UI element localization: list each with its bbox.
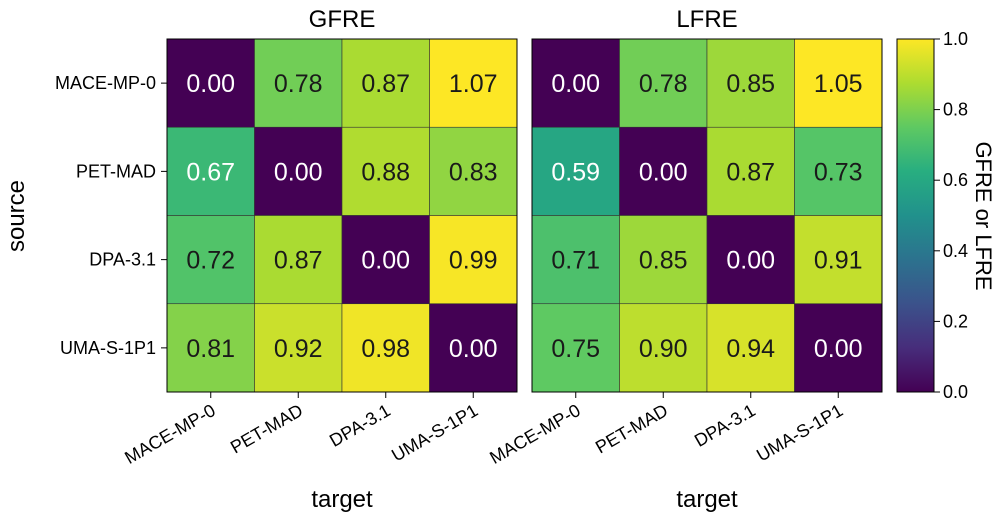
heatmap-cell (619, 38, 708, 128)
cell-value-label: 0.00 (361, 247, 410, 275)
cell-value-label: 0.72 (186, 247, 235, 275)
heatmap-cell (794, 38, 883, 128)
heatmap-cell (794, 126, 883, 216)
cell-value-label: 0.85 (726, 70, 775, 98)
colorbar-gradient (896, 38, 935, 393)
cell-value-label: 0.92 (274, 335, 323, 363)
cell-value-label: 0.99 (449, 247, 498, 275)
heatmap-cell (619, 215, 708, 305)
cell-value-label: 0.87 (274, 247, 323, 275)
heatmap-cell (619, 126, 708, 216)
heatmap-cell (794, 215, 883, 305)
heatmap-cell (166, 303, 255, 393)
cell-value-label: 0.00 (551, 70, 600, 98)
heatmap-cell (429, 303, 518, 393)
gfre-heatmap-panel: GFRE 0.00 0.78 0.87 1.07 0.67 0.00 0.88 0.83 0.72… (55, 6, 518, 513)
heatmap-cell (254, 215, 343, 305)
lfre-heatmap-panel: LFRE 0.00 0.78 0.85 1.05 0.59 0.00 0.87 0.73 0.71… (486, 6, 883, 513)
cell-value-label: 0.90 (639, 335, 688, 363)
cell-value-label: 0.98 (361, 335, 410, 363)
heatmap-cell (531, 126, 620, 216)
cell-value-label: 1.07 (449, 70, 498, 98)
x-axis-label: target (311, 486, 373, 513)
x-tick-label: DPA-3.1 (691, 400, 759, 451)
y-tick-label: DPA-3.1 (89, 250, 156, 270)
cell-value-label: 0.78 (274, 70, 323, 98)
panel-frame (166, 38, 518, 393)
cell-value-label: 0.00 (726, 247, 775, 275)
x-tick-label: UMA-S-1P1 (388, 400, 481, 465)
heatmap-cell (706, 126, 795, 216)
cell-value-label: 0.59 (551, 158, 600, 186)
cell-value-label: 0.83 (449, 158, 498, 186)
panel-title: GFRE (309, 6, 376, 33)
heatmap-cell (166, 126, 255, 216)
cell-value-label: 0.85 (639, 247, 688, 275)
cell-value-label: 0.78 (639, 70, 688, 98)
heatmap-cell (341, 303, 430, 393)
y-tick-label: UMA-S-1P1 (60, 338, 156, 358)
panel-frame (531, 38, 883, 393)
colorbar-label: GFRE or LFRE (971, 141, 996, 290)
heatmap-cell (531, 38, 620, 128)
colorbar-tick-label: 0.4 (943, 241, 968, 261)
cell-value-label: 0.71 (551, 247, 600, 275)
x-tick-label: DPA-3.1 (326, 400, 394, 451)
heatmap-cell (254, 303, 343, 393)
cell-value-label: 1.05 (814, 70, 863, 98)
colorbar-tick-label: 1.0 (943, 29, 968, 49)
heatmap-cell (706, 38, 795, 128)
heatmap-cell (341, 126, 430, 216)
cell-value-label: 0.88 (361, 158, 410, 186)
heatmap-cell (429, 126, 518, 216)
heatmap-cell (706, 215, 795, 305)
cell-value-label: 0.73 (814, 158, 863, 186)
cell-value-label: 0.94 (726, 335, 775, 363)
heatmap-cell (166, 38, 255, 128)
x-axis-label: target (676, 486, 738, 513)
heatmap-cell (531, 215, 620, 305)
colorbar-tick-label: 0.8 (943, 100, 968, 120)
x-tick-label: PET-MAD (227, 400, 306, 457)
panel-title: LFRE (676, 6, 737, 33)
heatmap-cell (429, 215, 518, 305)
cell-value-label: 0.00 (639, 158, 688, 186)
cell-value-label: 0.91 (814, 247, 863, 275)
cell-value-label: 0.00 (814, 335, 863, 363)
cell-value-label: 0.87 (361, 70, 410, 98)
x-tick-label: UMA-S-1P1 (753, 400, 846, 465)
colorbar-tick-label: 0.0 (943, 382, 968, 402)
y-tick-label: MACE-MP-0 (55, 73, 156, 93)
x-tick-label: MACE-MP-0 (486, 400, 583, 468)
cell-value-label: 0.81 (186, 335, 235, 363)
colorbar-tick-label: 0.2 (943, 311, 968, 331)
heatmap-cell (254, 38, 343, 128)
cell-value-label: 0.75 (551, 335, 600, 363)
cell-value-label: 0.67 (186, 158, 235, 186)
y-axis-label: source (3, 180, 30, 252)
heatmap-cell (429, 38, 518, 128)
cell-value-label: 0.00 (274, 158, 323, 186)
heatmap-cell (254, 126, 343, 216)
cell-value-label: 0.00 (449, 335, 498, 363)
x-tick-label: PET-MAD (592, 400, 671, 457)
x-tick-label: MACE-MP-0 (121, 400, 218, 468)
cell-value-label: 0.00 (186, 70, 235, 98)
y-tick-label: PET-MAD (76, 161, 156, 181)
colorbar: 0.0 0.2 0.4 0.6 0.8 1.0 (896, 29, 968, 402)
cell-value-label: 0.87 (726, 158, 775, 186)
colorbar-tick-label: 0.6 (943, 170, 968, 190)
